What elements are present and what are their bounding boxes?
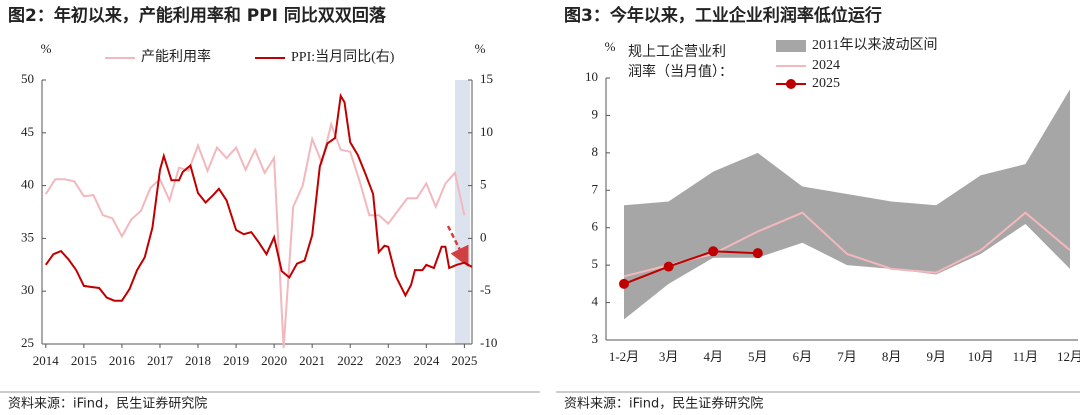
y2-tick-label: 15 (480, 71, 493, 86)
y-unit: % (605, 39, 616, 54)
x-tick-label: 10月 (968, 349, 994, 364)
y-tick-label: 10 (585, 69, 598, 84)
source: 资料来源：iFind，民生证券研究院 (564, 396, 763, 412)
legend-label: 2025 (812, 76, 840, 91)
source: 资料来源：iFind，民生证券研究院 (8, 396, 207, 412)
x-tick-label: 8月 (882, 349, 902, 364)
x-tick-label: 2023 (375, 353, 401, 368)
point (752, 248, 763, 259)
x-tick-label: 2025 (451, 353, 477, 368)
y2-tick-label: 10 (480, 124, 493, 139)
band (624, 89, 1070, 320)
x-tick-label: 7月 (837, 349, 857, 364)
x-tick-label: 2017 (147, 353, 174, 368)
legend-label: 产能利用率 (141, 48, 211, 65)
y2-tick-label: -5 (480, 282, 491, 297)
x-tick-label: 4月 (703, 349, 723, 364)
y-tick-label: 8 (592, 144, 599, 159)
x-tick-label: 2016 (109, 353, 136, 368)
y2-tick-label: 0 (480, 229, 487, 244)
x-tick-label: 2014 (33, 353, 60, 368)
x-tick-label: 9月 (926, 349, 946, 364)
series-line (44, 92, 473, 302)
point (708, 246, 719, 257)
y-tick-label: 40 (21, 177, 34, 192)
x-tick-label: 2022 (337, 353, 363, 368)
point (663, 261, 674, 272)
y-tick-label: 3 (592, 331, 599, 346)
series-line (44, 121, 466, 349)
x-tick-label: 11月 (1013, 349, 1039, 364)
x-tick-label: 2024 (413, 353, 440, 368)
y-tick-label: 35 (21, 229, 34, 244)
x-tick-label: 2019 (223, 353, 249, 368)
legend-label: 2024 (812, 58, 840, 73)
series-line (623, 250, 758, 285)
annotation: 规上工企营业利 (628, 43, 726, 60)
legend-label: 2011年以来波动区间 (812, 37, 937, 53)
y2-unit: % (475, 41, 486, 56)
recent-shade (455, 80, 470, 344)
trend-arrow (446, 225, 469, 267)
x-tick-label: 1-2月 (609, 349, 639, 364)
y-tick-label: 30 (21, 282, 34, 297)
y2-tick-label: -10 (480, 335, 497, 350)
y-tick-label: 5 (592, 256, 599, 271)
legend-label: PPI:当月同比(右) (291, 49, 395, 65)
x-tick-label: 3月 (659, 349, 679, 364)
y2-tick-label: 5 (480, 177, 487, 192)
x-tick-label: 2018 (185, 353, 211, 368)
x-tick-label: 2020 (261, 353, 287, 368)
y-tick-label: 9 (592, 106, 599, 121)
chart-title: 图2：年初以来，产能利用率和 PPI 同比双双回落 (8, 5, 387, 26)
series-line (623, 211, 1071, 278)
y-tick-label: 50 (21, 71, 34, 86)
chart-title: 图3：今年以来，工业企业利润率低位运行 (564, 5, 882, 26)
y-tick-label: 45 (21, 124, 34, 139)
y-tick-label: 6 (592, 219, 599, 234)
annotation: 润率（当月值）： (628, 63, 733, 80)
y-tick-label: 4 (592, 294, 599, 309)
y-unit: % (41, 41, 52, 56)
x-tick-label: 12月 (1057, 349, 1080, 364)
y-tick-label: 7 (592, 181, 599, 196)
x-tick-label: 6月 (793, 349, 813, 364)
legend-swatch (776, 40, 806, 52)
x-tick-label: 2015 (71, 353, 97, 368)
x-tick-label: 5月 (748, 349, 768, 364)
point (619, 278, 629, 289)
y-tick-label: 25 (21, 335, 34, 350)
legend-marker (786, 79, 796, 89)
x-tick-label: 2021 (299, 353, 325, 368)
